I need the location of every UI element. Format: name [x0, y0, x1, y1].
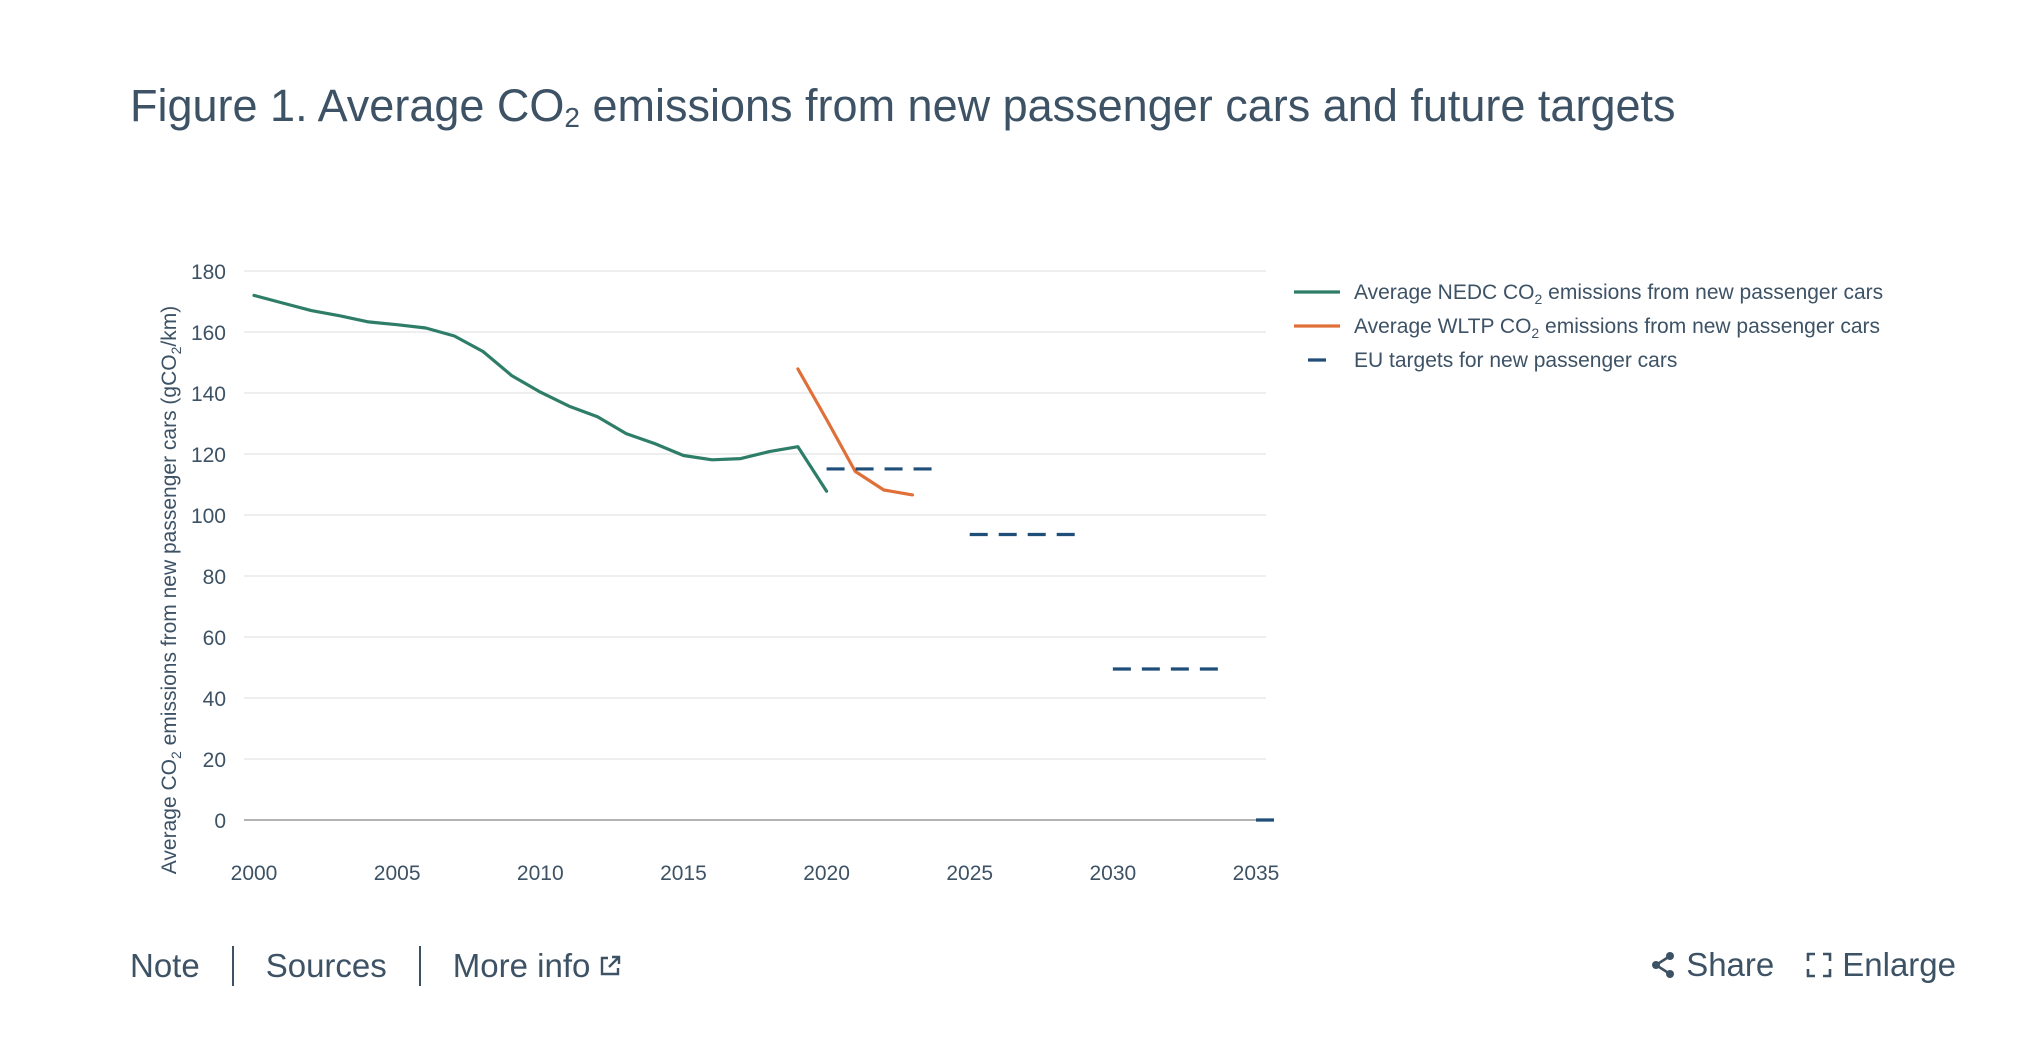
y-axis-ticks: 0 20 40 60 80 100 120 140 160 180 [191, 261, 226, 833]
x-tick-label: 2000 [231, 862, 278, 885]
page-title: Figure 1. Average CO2 emissions from new… [130, 80, 1676, 133]
x-tick-label: 2020 [803, 862, 850, 885]
enlarge-button[interactable]: Enlarge [1806, 946, 1956, 984]
more-info-link[interactable]: More info [453, 947, 623, 985]
legend-label: Average NEDC CO2 emissions from new pass… [1354, 281, 1883, 307]
x-axis-ticks: 2000 2005 2010 2015 2020 2025 2030 2035 [231, 862, 1280, 885]
share-button[interactable]: Share [1650, 946, 1774, 984]
y-tick-label: 20 [203, 749, 226, 772]
grid-lines [244, 270, 1266, 821]
co2-emissions-chart: 0 20 40 60 80 100 120 140 160 180 2000 2005 2010 201… [158, 261, 1883, 885]
y-tick-label: 100 [191, 505, 226, 528]
y-axis-label: Average CO2 emissions from new passenger… [158, 306, 184, 874]
series-line-0 [252, 293, 829, 493]
x-tick-label: 2035 [1233, 862, 1280, 885]
y-tick-label: 140 [191, 383, 226, 406]
series-line-1 [796, 367, 915, 497]
x-tick-label: 2015 [660, 862, 707, 885]
more-info-label: More info [452, 947, 591, 984]
y-tick-label: 0 [214, 810, 226, 833]
external-link-icon [601, 955, 621, 976]
series-layer [252, 293, 1279, 822]
x-tick-label: 2030 [1089, 862, 1136, 885]
legend-label: Average WLTP CO2 emissions from new pass… [1354, 315, 1880, 341]
y-tick-label: 120 [191, 444, 226, 467]
y-tick-label: 40 [203, 688, 226, 711]
y-tick-label: 80 [203, 566, 226, 589]
sources-link[interactable]: Sources [265, 947, 387, 984]
divider [231, 946, 234, 986]
x-tick-label: 2005 [374, 862, 421, 885]
enlarge-label: Enlarge [1842, 946, 1956, 983]
x-tick-label: 2025 [946, 862, 993, 885]
y-tick-label: 60 [203, 627, 226, 650]
legend-label: EU targets for new passenger cars [1354, 349, 1677, 372]
y-tick-label: 180 [191, 261, 226, 284]
enlarge-icon [1806, 952, 1832, 978]
chart-legend: Average NEDC CO2 emissions from new pass… [1294, 281, 1883, 372]
figure-footer: Note Sources More info [130, 946, 622, 986]
x-tick-label: 2010 [517, 862, 564, 885]
figure-actions: Share Enlarge [1650, 946, 1956, 984]
note-link[interactable]: Note [130, 947, 200, 984]
divider [418, 946, 421, 986]
share-label: Share [1686, 946, 1775, 983]
y-tick-label: 160 [191, 322, 226, 345]
share-icon [1652, 952, 1675, 978]
